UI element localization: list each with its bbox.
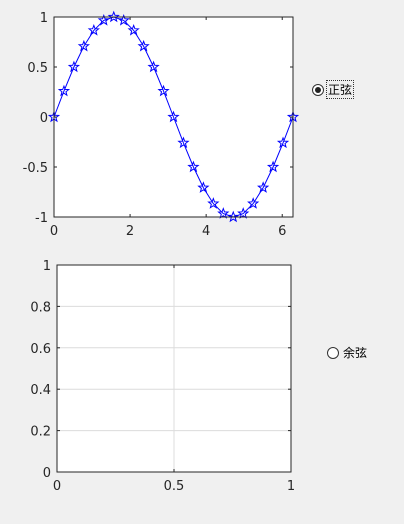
ax1-xtick-label-3: 6	[278, 224, 286, 239]
axes-empty: 0 0.5 1 0 0.2 0.4 0.6 0.8 1	[30, 259, 295, 494]
ax2-ytick-label-5: 1	[43, 259, 51, 274]
ax1-ytick-label-4: 1	[40, 11, 48, 26]
ax1-series-line	[53, 16, 294, 218]
ax1-marker-18	[227, 210, 240, 223]
ax2-xtick-label-2: 1	[287, 479, 295, 494]
radio-sine-circle[interactable]	[312, 83, 324, 96]
ax1-marker-22	[266, 160, 280, 173]
ax1-marker-16	[207, 197, 220, 209]
ax1-marker-17	[217, 207, 230, 219]
ax2-xtick-label-1: 0.5	[164, 479, 185, 494]
radio-sine[interactable]: 正弦	[312, 80, 355, 99]
ax1-marker-5	[97, 13, 110, 26]
ax2-ytick-label-1: 0.2	[30, 425, 51, 440]
ax1-marker-4	[87, 23, 100, 36]
radio-cosine-circle[interactable]	[327, 346, 339, 359]
ax1-ytick-label-1: -0.5	[23, 161, 48, 176]
ax2-ytick-label-4: 0.8	[30, 300, 51, 315]
ax1-xtick-label-2: 4	[202, 224, 210, 239]
ax1-marker-1	[57, 84, 71, 97]
ax1-marker-9	[137, 39, 150, 52]
ax1-marker-20	[247, 197, 260, 209]
ax1-marker-3	[77, 39, 90, 52]
ax1-xtick-label-0: 0	[50, 224, 58, 239]
ax1-marker-8	[127, 23, 140, 36]
radio-cosine-label: 余弦	[343, 346, 368, 360]
ax1-marker-2	[67, 60, 81, 73]
ax1-marker-14	[187, 160, 200, 173]
ax1-xtick-label-1: 2	[126, 224, 134, 239]
ax1-ytick-label-3: 0.5	[27, 61, 48, 76]
ax2-xtick-label-0: 0	[53, 479, 61, 494]
ax2-ytick-label-2: 0.4	[30, 383, 51, 398]
ax2-ytick-label-3: 0.6	[30, 342, 51, 357]
ax1-marker-7	[117, 13, 130, 26]
ax1-marker-13	[177, 136, 190, 149]
ax1-marker-15	[197, 181, 210, 193]
ax1-marker-6	[107, 10, 120, 23]
ax1-marker-21	[257, 181, 270, 193]
ax1-marker-19	[237, 207, 250, 219]
ax2-ytick-label-0: 0	[43, 466, 51, 481]
ax1-marker-12	[167, 110, 180, 123]
ax1-marker-11	[157, 84, 170, 97]
radio-cosine[interactable]: 余弦	[327, 344, 368, 361]
ax1-marker-10	[147, 60, 160, 73]
ax1-ytick-label-0: -1	[35, 211, 48, 226]
axes-sine: 0 2 4 6 -1 -0.5 0 0.5 1	[23, 10, 300, 239]
radio-sine-label: 正弦	[325, 80, 355, 99]
ax1-marker-23	[276, 136, 290, 149]
ax1-ytick-label-2: 0	[40, 111, 48, 126]
